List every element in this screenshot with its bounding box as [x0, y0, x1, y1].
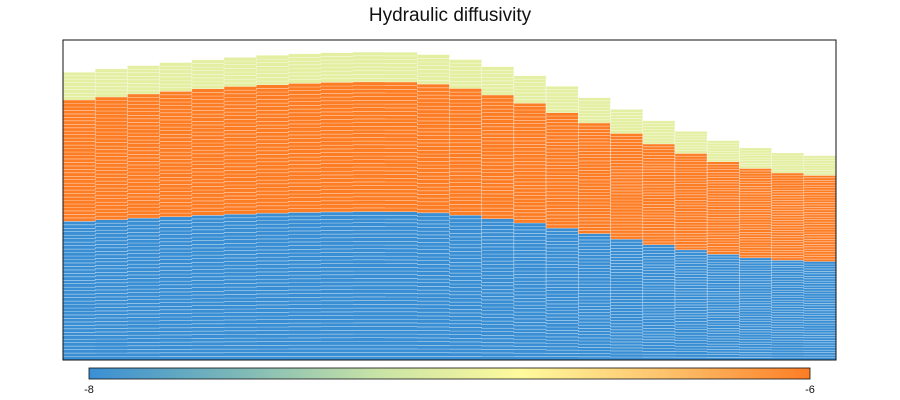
chart-title: Hydraulic diffusivity [368, 5, 532, 26]
colorbar-tick-min: -8 [84, 384, 94, 396]
plot-frame [62, 39, 837, 361]
colorbar [88, 367, 811, 380]
layer-band-2-7 [63, 51, 836, 159]
colorbar-tick-max: -6 [805, 384, 815, 396]
